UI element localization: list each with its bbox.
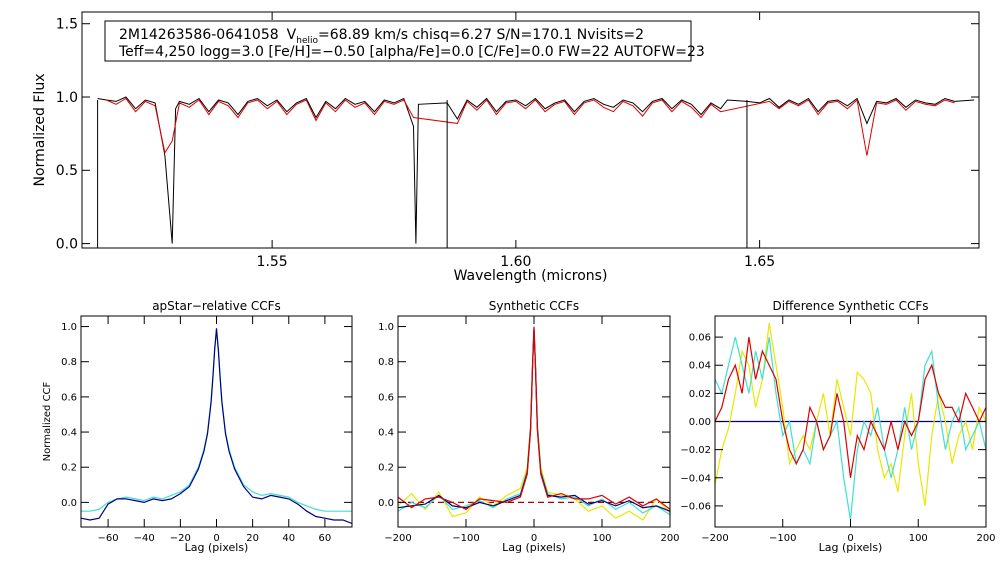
apstar_ccf-ylabel: Normalized CCF (42, 381, 53, 461)
diff_ccf-series-diff-red (715, 337, 986, 478)
apstar_ccf-series-visit-1 (81, 331, 352, 512)
diff_ccf-xtick-label: −100 (769, 533, 796, 544)
apstar_ccf-xtick-label: −60 (98, 533, 119, 544)
info-line-2: Teff=4,250 logg=3.0 [Fe/H]=−0.50 [alpha/… (118, 44, 705, 60)
synthetic_ccf-xtick-label: 100 (592, 533, 611, 544)
spectrum-panel: 1.55 1.60 1.65 0.0 0.5 1.0 1.5 Wavelength (micr… (32, 11, 980, 284)
diff_ccf-xtick-label: −200 (701, 533, 728, 544)
diff_ccf-ytick-label: −0.06 (680, 501, 711, 512)
diff_ccf-ytick-label: 0.06 (689, 333, 711, 344)
diff_ccf-ytick-label: 0.00 (689, 417, 711, 428)
diff_ccf-ytick-label: −0.02 (680, 445, 711, 456)
apstar_ccf-xtick-label: −40 (134, 533, 155, 544)
synthetic_ccf-ytick-label: 0.6 (378, 392, 394, 403)
diff_ccf-xlabel: Lag (pixels) (819, 541, 883, 554)
spectrum-frame (81, 11, 980, 249)
spectrum-series-observed (97, 96, 975, 244)
synthetic_ccf-ytick-label: 1.0 (378, 322, 394, 333)
apstar_ccf-xtick-label: 0 (213, 533, 219, 544)
synthetic_ccf-series-synth-4 (398, 326, 670, 511)
spectrum-ytick-label: 0.5 (56, 163, 78, 179)
apstar_ccf-series-group (81, 328, 352, 525)
apstar_ccf-ytick-label: 0.0 (61, 498, 77, 509)
diff_ccf-xtick-label: 0 (847, 533, 853, 544)
apstar_ccf-title: apStar−relative CCFs (152, 299, 281, 313)
spectrum-xtick-label: 1.60 (500, 254, 531, 270)
difference-ccf-panel: −200 −100 0 100 200 −0.06 −0.04 −0.02 0.00 0.02 0.… (680, 299, 995, 554)
synthetic_ccf-title: Synthetic CCFs (489, 299, 579, 313)
synthetic_ccf-xlabel: Lag (pixels) (502, 541, 566, 554)
spectrum-ytick-label: 1.0 (56, 90, 78, 106)
synthetic_ccf-series-synth-1 (398, 331, 670, 521)
diff_ccf-xtick-label: 100 (909, 533, 928, 544)
apstar_ccf-xlabel: Lag (pixels) (185, 541, 249, 554)
apstar_ccf-ytick-label: 0.4 (61, 428, 77, 439)
spectrum-series-group (97, 96, 975, 248)
synthetic_ccf-xtick-label: 200 (660, 533, 679, 544)
diff_ccf-ytick-label: 0.02 (689, 389, 711, 400)
apstar_ccf-series-visit-2 (81, 328, 352, 525)
apstar_ccf-xtick-label: 20 (246, 533, 259, 544)
apstar_ccf-frame (80, 315, 353, 528)
spectrum-xtick-label: 1.55 (257, 254, 288, 270)
apstar-ccf-panel: −60 −40 −20 0 20 40 60 0.0 0.2 0.4 0.6 0.8 1.0 apStar… (42, 299, 353, 554)
apstar_ccf-xtick-label: −20 (170, 533, 191, 544)
spectrum-ytick-label: 1.5 (56, 17, 78, 33)
info-line-1: 2M14263586-0641058 Vhelio=68.89 km/s chis… (119, 27, 644, 46)
diff_ccf-ytick-label: 0.04 (689, 361, 711, 372)
diff_ccf-title: Difference Synthetic CCFs (772, 299, 928, 313)
spectrum-xlabel: Wavelength (microns) (454, 268, 608, 284)
diff_ccf-xtick-label: 200 (976, 533, 995, 544)
synthetic_ccf-series-synth-2 (398, 330, 670, 516)
synthetic_ccf-series-synth-3 (398, 328, 670, 512)
spectrum-xtick-label: 1.65 (744, 254, 775, 270)
synthetic_ccf-ytick-label: 0.0 (378, 498, 394, 509)
synthetic_ccf-series-group (398, 326, 670, 521)
synthetic_ccf-xtick-label: −200 (384, 533, 411, 544)
apstar_ccf-xtick-label: 60 (319, 533, 332, 544)
spectrum-ylabel: Normalized Flux (32, 74, 48, 187)
synthetic_ccf-xtick-label: 0 (531, 533, 537, 544)
diff_ccf-series-diff-cyan (715, 336, 986, 521)
spectrum-ytick-label: 0.0 (56, 237, 78, 253)
synthetic-ccf-panel: −200 −100 0 100 200 0.0 0.2 0.4 0.6 0.8 1.0 Synthet… (378, 299, 679, 554)
diff_ccf-series-diff-yellow (715, 322, 986, 506)
synthetic_ccf-ytick-label: 0.2 (378, 463, 394, 474)
synthetic_ccf-ytick-label: 0.4 (378, 428, 394, 439)
apstar_ccf-xtick-label: 40 (282, 533, 295, 544)
synthetic_ccf-xtick-label: −100 (452, 533, 479, 544)
synthetic_ccf-ytick-label: 0.8 (378, 357, 394, 368)
info-box (104, 20, 692, 62)
diff_ccf-series-group (715, 322, 986, 521)
apstar_ccf-ytick-label: 0.6 (61, 392, 77, 403)
apstar_ccf-ytick-label: 1.0 (61, 322, 77, 333)
apstar_ccf-ytick-label: 0.8 (61, 357, 77, 368)
spectrum-series-model (106, 97, 955, 156)
apstar_ccf-ytick-label: 0.2 (61, 463, 77, 474)
diff_ccf-ytick-label: −0.04 (680, 473, 711, 484)
